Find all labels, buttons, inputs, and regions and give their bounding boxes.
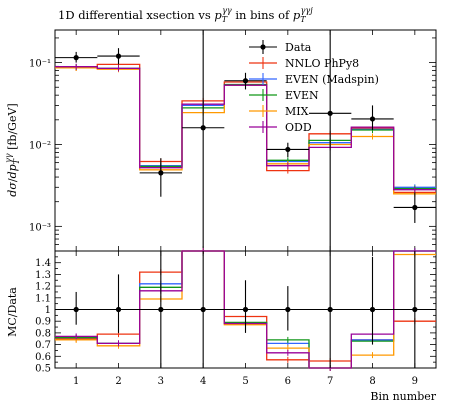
ratio-y-tick-label: 1.3 [35,270,51,281]
main-y-tick-label: 10⁻³ [29,222,51,233]
ratio-data-point [242,306,249,313]
ratio-y-tick-label: 1.4 [35,258,51,269]
ratio-data-point [285,306,291,313]
main-frame [54,29,437,252]
ratio-data-point [412,306,418,313]
ratio-y-tick-label: 0.7 [35,340,51,351]
x-axis-label: Bin number [370,390,436,403]
ratio-data-point [327,306,333,313]
title-p1-sup: γγ [222,6,232,15]
ratio-data-point [158,306,164,313]
x-tick-label: 2 [115,376,121,387]
ratio-y-tick-label: 0.6 [35,352,51,363]
ratio-ylabel: MC/Data [6,287,19,337]
ratio-data-point [369,306,376,313]
chart-title: 1D differential xsection vs pTγγ in bins… [58,6,313,24]
legend: Data NNLO PhPy8 EVEN (Madspin) EVEN MIX ODD [249,40,379,134]
data-point [285,146,291,153]
title-middle: in bins of [232,8,293,22]
data-point [327,110,333,116]
data-point [73,55,79,61]
main-y-tick-label: 10⁻¹ [29,59,51,70]
x-tick-label: 6 [285,376,291,387]
data-point [242,78,249,84]
main-y-tick-label: 10⁻² [29,140,51,151]
x-tick-label: 9 [412,376,418,387]
title-p2-sub: T [300,15,306,24]
x-tick-label: 7 [327,376,333,387]
main-panel: 10⁻¹ 10⁻² 10⁻³ [29,29,437,252]
ylabel-d2-sup: γγ [4,153,13,163]
title-p1: p [214,8,222,22]
ratio-data-point [200,306,206,313]
ratio-y-tick-label: 0.5 [35,364,51,375]
x-tick-label: 8 [369,376,375,387]
legend-label-even: EVEN [285,89,319,102]
legend-label-nnlo-phpy8: NNLO PhPy8 [285,57,359,70]
title-p1-sub: T [222,15,228,24]
x-tick-label: 3 [158,376,164,387]
ratio-panel: 0.50.60.70.80.911.11.21.31.41 2 3 4 5 6 7 8 9 [35,248,437,387]
title-p2-sup: γγj [301,6,314,15]
ylabel-unit: [fb/GeV] [6,103,19,153]
ratio-y-tick-label: 1 [45,305,51,316]
ylabel-d2-sub: T [12,158,21,164]
data-point [412,204,418,211]
x-tick-label: 1 [73,376,79,387]
title-prefix: 1D differential xsection vs [58,8,214,22]
data-point [115,53,122,59]
ratio-y-tick-label: 0.8 [35,328,51,339]
legend-label-mix: MIX [285,105,309,118]
ylabel-d2: dp [6,164,19,178]
x-tick-label: 4 [200,376,206,387]
legend-marker-data [260,44,266,50]
ratio-data-point [73,306,79,313]
main-ylabel: dσ/dpTγγ [fb/GeV] [4,103,21,196]
ylabel-d1: dσ [6,182,19,197]
legend-label-even-madspin: EVEN (Madspin) [285,73,379,86]
ratio-y-tick-label: 0.9 [35,317,51,328]
ratio-y-tick-label: 1.2 [35,282,51,293]
data-point [200,125,206,131]
legend-label-data: Data [285,41,312,54]
x-tick-label: 5 [242,376,248,387]
data-point [369,116,376,122]
ratio-y-tick-label: 1.1 [35,293,51,304]
ylabel-slash: / [6,178,19,182]
ratio-data-point [115,306,122,313]
title-p2: p [293,8,301,22]
legend-label-odd: ODD [285,121,312,134]
data-point [158,170,164,176]
